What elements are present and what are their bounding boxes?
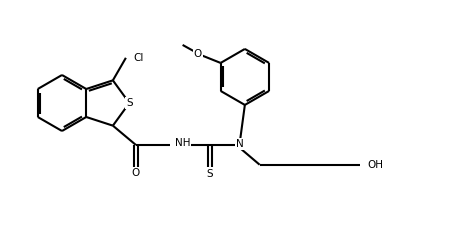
Text: O: O — [131, 168, 140, 178]
Text: S: S — [126, 98, 132, 108]
Text: S: S — [206, 169, 212, 179]
Text: Cl: Cl — [132, 53, 143, 63]
Text: N: N — [236, 139, 243, 149]
Text: NH: NH — [174, 138, 190, 148]
Text: OH: OH — [367, 160, 383, 170]
Text: O: O — [193, 49, 201, 59]
